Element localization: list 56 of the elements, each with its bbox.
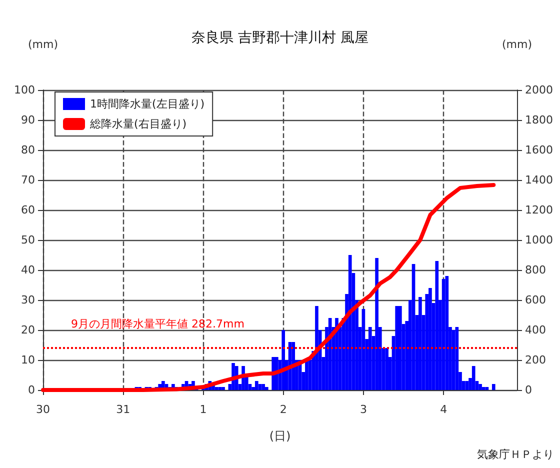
bar <box>375 258 378 390</box>
y-tick-label: 90 <box>21 114 35 126</box>
bar <box>368 327 372 390</box>
y-tick-label: 50 <box>21 234 35 246</box>
y-tick-label: 80 <box>21 144 35 156</box>
y-tick-label: 0 <box>28 384 35 396</box>
legend-label: 1時間降水量(左目盛り) <box>90 98 205 110</box>
text: 気象庁ＨＰより <box>477 448 554 461</box>
y-axis-title: (mm) <box>28 38 58 51</box>
y2-tick-label: 1800 <box>525 114 553 126</box>
bar <box>262 384 265 390</box>
bar <box>472 366 476 390</box>
y-tick-label: 100 <box>14 84 35 96</box>
legend-label: 総降水量(右目盛り) <box>89 118 187 130</box>
y2-tick-label: 1000 <box>525 234 553 246</box>
bar <box>418 297 422 390</box>
x-axis-title: (日) <box>269 429 291 443</box>
y2-tick-label: 400 <box>525 324 546 336</box>
ref-line-label: 9月の月間降水量平年値 282.7mm <box>71 318 244 331</box>
y-tick-label: 30 <box>21 294 35 306</box>
y-tick-label: 60 <box>21 204 35 216</box>
y-tick-label: 10 <box>21 354 35 366</box>
bar <box>254 381 258 390</box>
x-tick-label: 31 <box>116 403 130 416</box>
y2-tick-label: 0 <box>525 384 532 396</box>
bar <box>435 261 439 390</box>
bar <box>445 276 449 390</box>
bar <box>485 387 489 390</box>
bar <box>348 255 352 390</box>
chart-title: 奈良県 吉野郡十津川村 風屋 <box>192 30 368 46</box>
y2-tick-label: 1400 <box>525 174 553 186</box>
bar <box>385 348 388 390</box>
bar <box>478 384 482 390</box>
y2-axis-title: (mm) <box>502 38 532 51</box>
bar <box>428 288 432 390</box>
x-tick-label: 2 <box>280 403 287 416</box>
bar <box>264 387 268 390</box>
x-tick-label: 30 <box>36 403 50 416</box>
bar <box>465 381 469 390</box>
bar <box>395 306 398 390</box>
x-tick-label: 4 <box>440 403 448 416</box>
bar <box>482 387 486 390</box>
y-tick-label: 20 <box>21 324 35 336</box>
bar <box>398 306 402 390</box>
y-tick-label: 70 <box>21 174 35 186</box>
y2-tick-label: 1200 <box>525 204 553 216</box>
bar <box>455 327 459 390</box>
y-tick-label: 40 <box>21 264 35 276</box>
y2-tick-label: 600 <box>525 294 546 306</box>
x-tick-label: 1 <box>200 403 207 416</box>
y2-tick-label: 800 <box>525 264 546 276</box>
x-tick-label: 3 <box>360 403 367 416</box>
bar <box>258 384 262 390</box>
y2-tick-label: 2000 <box>525 84 553 96</box>
y2-tick-label: 1600 <box>525 144 553 156</box>
y2-tick-label: 200 <box>525 354 546 366</box>
